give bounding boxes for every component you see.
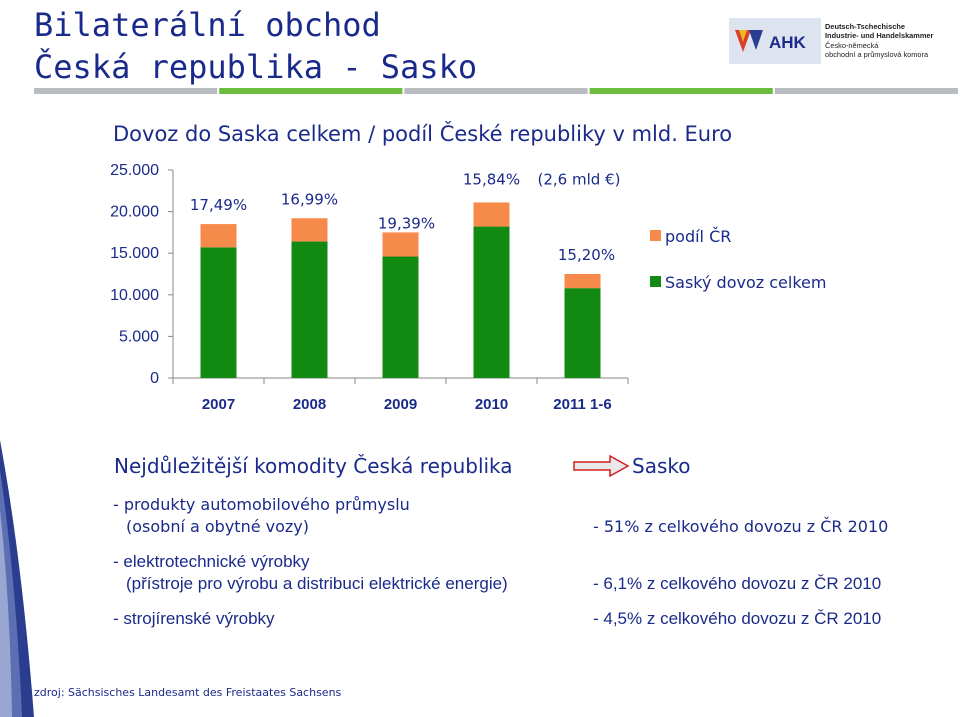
legend-swatch-sasky-dovoz (650, 276, 661, 287)
bar-podil-cr (291, 218, 328, 242)
y-tick-label: 25.000 (110, 162, 159, 179)
bar-podil-cr (564, 274, 601, 289)
bar-percentage-label: 15,20% (558, 246, 615, 264)
divider-segment (404, 88, 588, 94)
bar-podil-cr (200, 224, 237, 248)
logo-abbreviation: AHK (769, 33, 807, 52)
chart-title: Dovoz do Saska celkem / podíl České repu… (113, 122, 733, 146)
commodity-2-detail: (přístroje pro výrobu a distribuci elekt… (126, 574, 508, 593)
logo-line2: Industrie- und Handelskammer (825, 31, 934, 40)
bar-podil-cr (382, 232, 419, 257)
y-tick-label: 5.000 (119, 328, 159, 345)
chart-annotation: (2,6 mld €) (538, 170, 621, 188)
x-tick-label: 2009 (384, 396, 417, 413)
legend-label-podil-cr: podíl ČR (665, 227, 731, 246)
divider-segment (219, 88, 403, 94)
commodity-1-name: - produkty automobilového průmyslu (113, 495, 410, 514)
commodities-heading: Nejdůležitější komodity Česká republika (114, 454, 513, 478)
legend-swatch-podil-cr (650, 230, 661, 241)
legend-label-sasky-dovoz: Saský dovoz celkem (665, 273, 826, 292)
bar-sasky-dovoz (473, 226, 510, 378)
commodity-3-share: - 4,5% z celkového dovozu z ČR 2010 (593, 609, 882, 628)
header-divider (34, 88, 958, 94)
divider-segment (34, 88, 218, 94)
bar-chart: 0 5.000 10.000 15.000 20.000 25.000 17,49% 16,… (110, 162, 826, 413)
bar-percentage-label: 16,99% (281, 190, 338, 208)
page-title-line2: Česká republika - Sasko (34, 48, 478, 86)
y-tick-label: 15.000 (110, 245, 159, 262)
bar-podil-cr (473, 202, 510, 227)
bar-sasky-dovoz (382, 256, 419, 378)
y-tick-label: 0 (150, 370, 159, 387)
bar-sasky-dovoz (291, 241, 328, 378)
divider-segment (589, 88, 773, 94)
x-tick-label: 2007 (202, 396, 235, 413)
arrow-right-icon (573, 455, 630, 477)
bar-percentage-label: 17,49% (190, 196, 247, 214)
bar-sasky-dovoz (200, 247, 237, 378)
commodity-2-share: - 6,1% z celkového dovozu z ČR 2010 (593, 574, 882, 593)
bar-percentage-label: 19,39% (378, 214, 435, 232)
x-tick-label: 2011 1-6 (553, 396, 611, 413)
y-tick-label: 20.000 (110, 204, 159, 221)
bar-sasky-dovoz (564, 288, 601, 378)
x-tick-label: 2010 (475, 396, 508, 413)
commodity-1-share: - 51% z celkového dovozu z ČR 2010 (593, 517, 889, 536)
ahk-logo: AHK Deutsch-Tschechische Industrie- und … (729, 18, 934, 64)
bar-percentage-label: 15,84% (463, 170, 520, 188)
commodities-target: Sasko (632, 454, 691, 478)
logo-line4: obchodní a průmyslová komora (825, 50, 929, 59)
logo-line3: Česko-německá (825, 41, 879, 50)
y-tick-label: 10.000 (110, 287, 159, 304)
decorative-swoosh (0, 440, 34, 717)
commodity-2-name: - elektrotechnické výrobky (113, 552, 310, 571)
commodity-1-detail: (osobní a obytné vozy) (126, 517, 309, 536)
logo-line1: Deutsch-Tschechische (825, 22, 905, 31)
divider-segment (774, 88, 958, 94)
x-tick-label: 2008 (293, 396, 326, 413)
commodity-3-name: - strojírenské výrobky (113, 609, 275, 628)
source-note: zdroj: Sächsisches Landesamt des Freista… (34, 686, 342, 699)
page-title-line1: Bilaterální obchod (34, 6, 381, 44)
